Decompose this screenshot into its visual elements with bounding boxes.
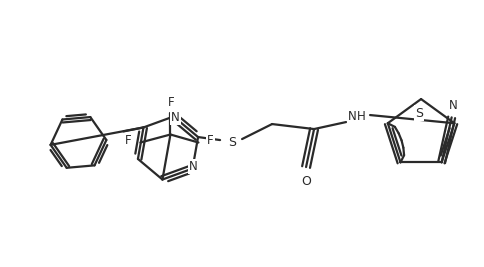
Text: F: F: [168, 96, 175, 109]
Text: N: N: [348, 109, 356, 123]
Text: F: F: [125, 134, 132, 147]
Text: N: N: [171, 111, 180, 124]
Text: N: N: [449, 99, 458, 112]
Text: O: O: [301, 175, 311, 187]
Text: S: S: [415, 107, 423, 120]
Text: H: H: [357, 109, 365, 123]
Text: S: S: [228, 136, 236, 148]
Text: N: N: [189, 160, 198, 173]
Text: F: F: [207, 134, 214, 147]
